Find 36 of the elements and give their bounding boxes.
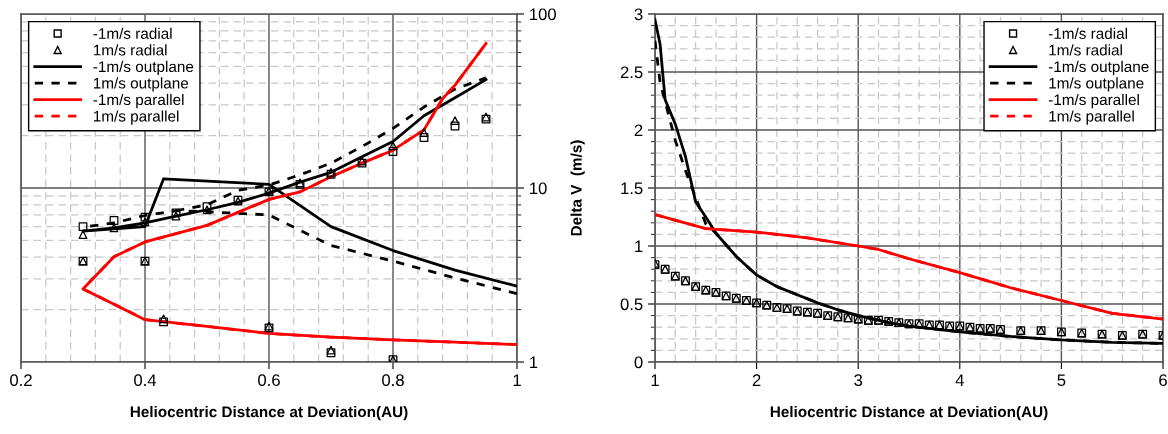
- legend-label: 1m/s parallel: [1049, 110, 1134, 125]
- x-tick-label: 1: [651, 374, 659, 386]
- x-tick-label: 5: [1057, 374, 1066, 387]
- x-tick-label: 2: [752, 374, 761, 386]
- y-tick-label: 0.5: [620, 298, 643, 311]
- y-axis-title: Delta V (m/s): [570, 140, 585, 236]
- y-tick-label: 2: [634, 124, 643, 137]
- legend-label: 1m/s outplane: [1049, 77, 1144, 92]
- legend-label: 1m/s radial: [1049, 44, 1122, 56]
- x-tick-label: 3: [854, 374, 863, 387]
- legend-label: -1m/s parallel: [1048, 93, 1139, 109]
- x-axis-title: Heliocentric Distance at Deviation(AU): [770, 406, 1048, 421]
- legend-label: -1m/s radial: [93, 27, 172, 39]
- y-tick-label: 1: [635, 240, 643, 253]
- legend-label: -1m/s radial: [1048, 27, 1127, 39]
- x-tick-label: 0.2: [10, 374, 32, 387]
- legend-label: 1m/s outplane: [93, 77, 189, 92]
- x-tick-label: 0.6: [258, 374, 280, 387]
- x-axis-title: Heliocentric Distance at Deviation(AU): [130, 406, 408, 421]
- y-tick-label: 0: [634, 356, 643, 369]
- x-tick-label: 4: [955, 374, 964, 386]
- y-tick-label: 3: [634, 8, 643, 21]
- legend-label: -1m/s outplane: [93, 60, 194, 76]
- legend-label: 1m/s radial: [93, 44, 167, 56]
- x-tick-label: 6: [1159, 374, 1167, 387]
- y-tick-label: 100: [530, 8, 556, 21]
- x-tick-label: 1: [513, 374, 521, 386]
- legend-label: -1m/s outplane: [1048, 60, 1149, 76]
- y-tick-label: 2.5: [620, 66, 643, 79]
- legend-label: -1m/s parallel: [93, 93, 184, 109]
- y-tick-label: 1.5: [621, 182, 643, 195]
- y-tick-label: 1: [530, 356, 538, 369]
- y-tick-label: 10: [530, 182, 547, 195]
- x-tick-label: 0.8: [382, 374, 404, 387]
- x-tick-label: 0.4: [134, 374, 157, 387]
- legend-label: 1m/s parallel: [93, 110, 179, 125]
